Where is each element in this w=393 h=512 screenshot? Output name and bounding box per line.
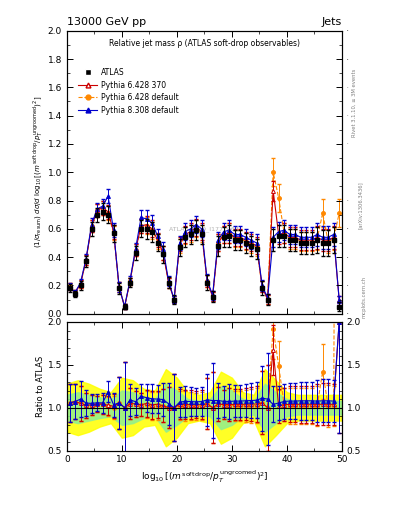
Text: [arXiv:1306.3436]: [arXiv:1306.3436] bbox=[358, 181, 363, 229]
Text: Rivet 3.1.10, ≥ 3M events: Rivet 3.1.10, ≥ 3M events bbox=[352, 68, 357, 137]
Text: Jets: Jets bbox=[321, 17, 342, 27]
Legend: ATLAS, Pythia 6.428 370, Pythia 6.428 default, Pythia 8.308 default: ATLAS, Pythia 6.428 370, Pythia 6.428 de… bbox=[75, 65, 182, 118]
Text: Relative jet mass ρ (ATLAS soft-drop observables): Relative jet mass ρ (ATLAS soft-drop obs… bbox=[109, 39, 300, 48]
Text: 13000 GeV pp: 13000 GeV pp bbox=[67, 17, 146, 27]
Text: mcplots.cern.ch: mcplots.cern.ch bbox=[362, 276, 367, 318]
Y-axis label: $(1/\sigma_\mathrm{resum})$ $d\sigma/d$ $\log_{10}[(m^\mathrm{\,soft\,drop}/p_T^: $(1/\sigma_\mathrm{resum})$ $d\sigma/d$ … bbox=[31, 96, 45, 248]
Y-axis label: Ratio to ATLAS: Ratio to ATLAS bbox=[36, 356, 45, 417]
X-axis label: $\log_{10}[(m^{\,\mathrm{soft\,drop}}/p_T^{\,\mathrm{ungroomed}})^2]$: $\log_{10}[(m^{\,\mathrm{soft\,drop}}/p_… bbox=[141, 468, 268, 485]
Text: ATLAS 2019_I1772062: ATLAS 2019_I1772062 bbox=[169, 226, 239, 231]
